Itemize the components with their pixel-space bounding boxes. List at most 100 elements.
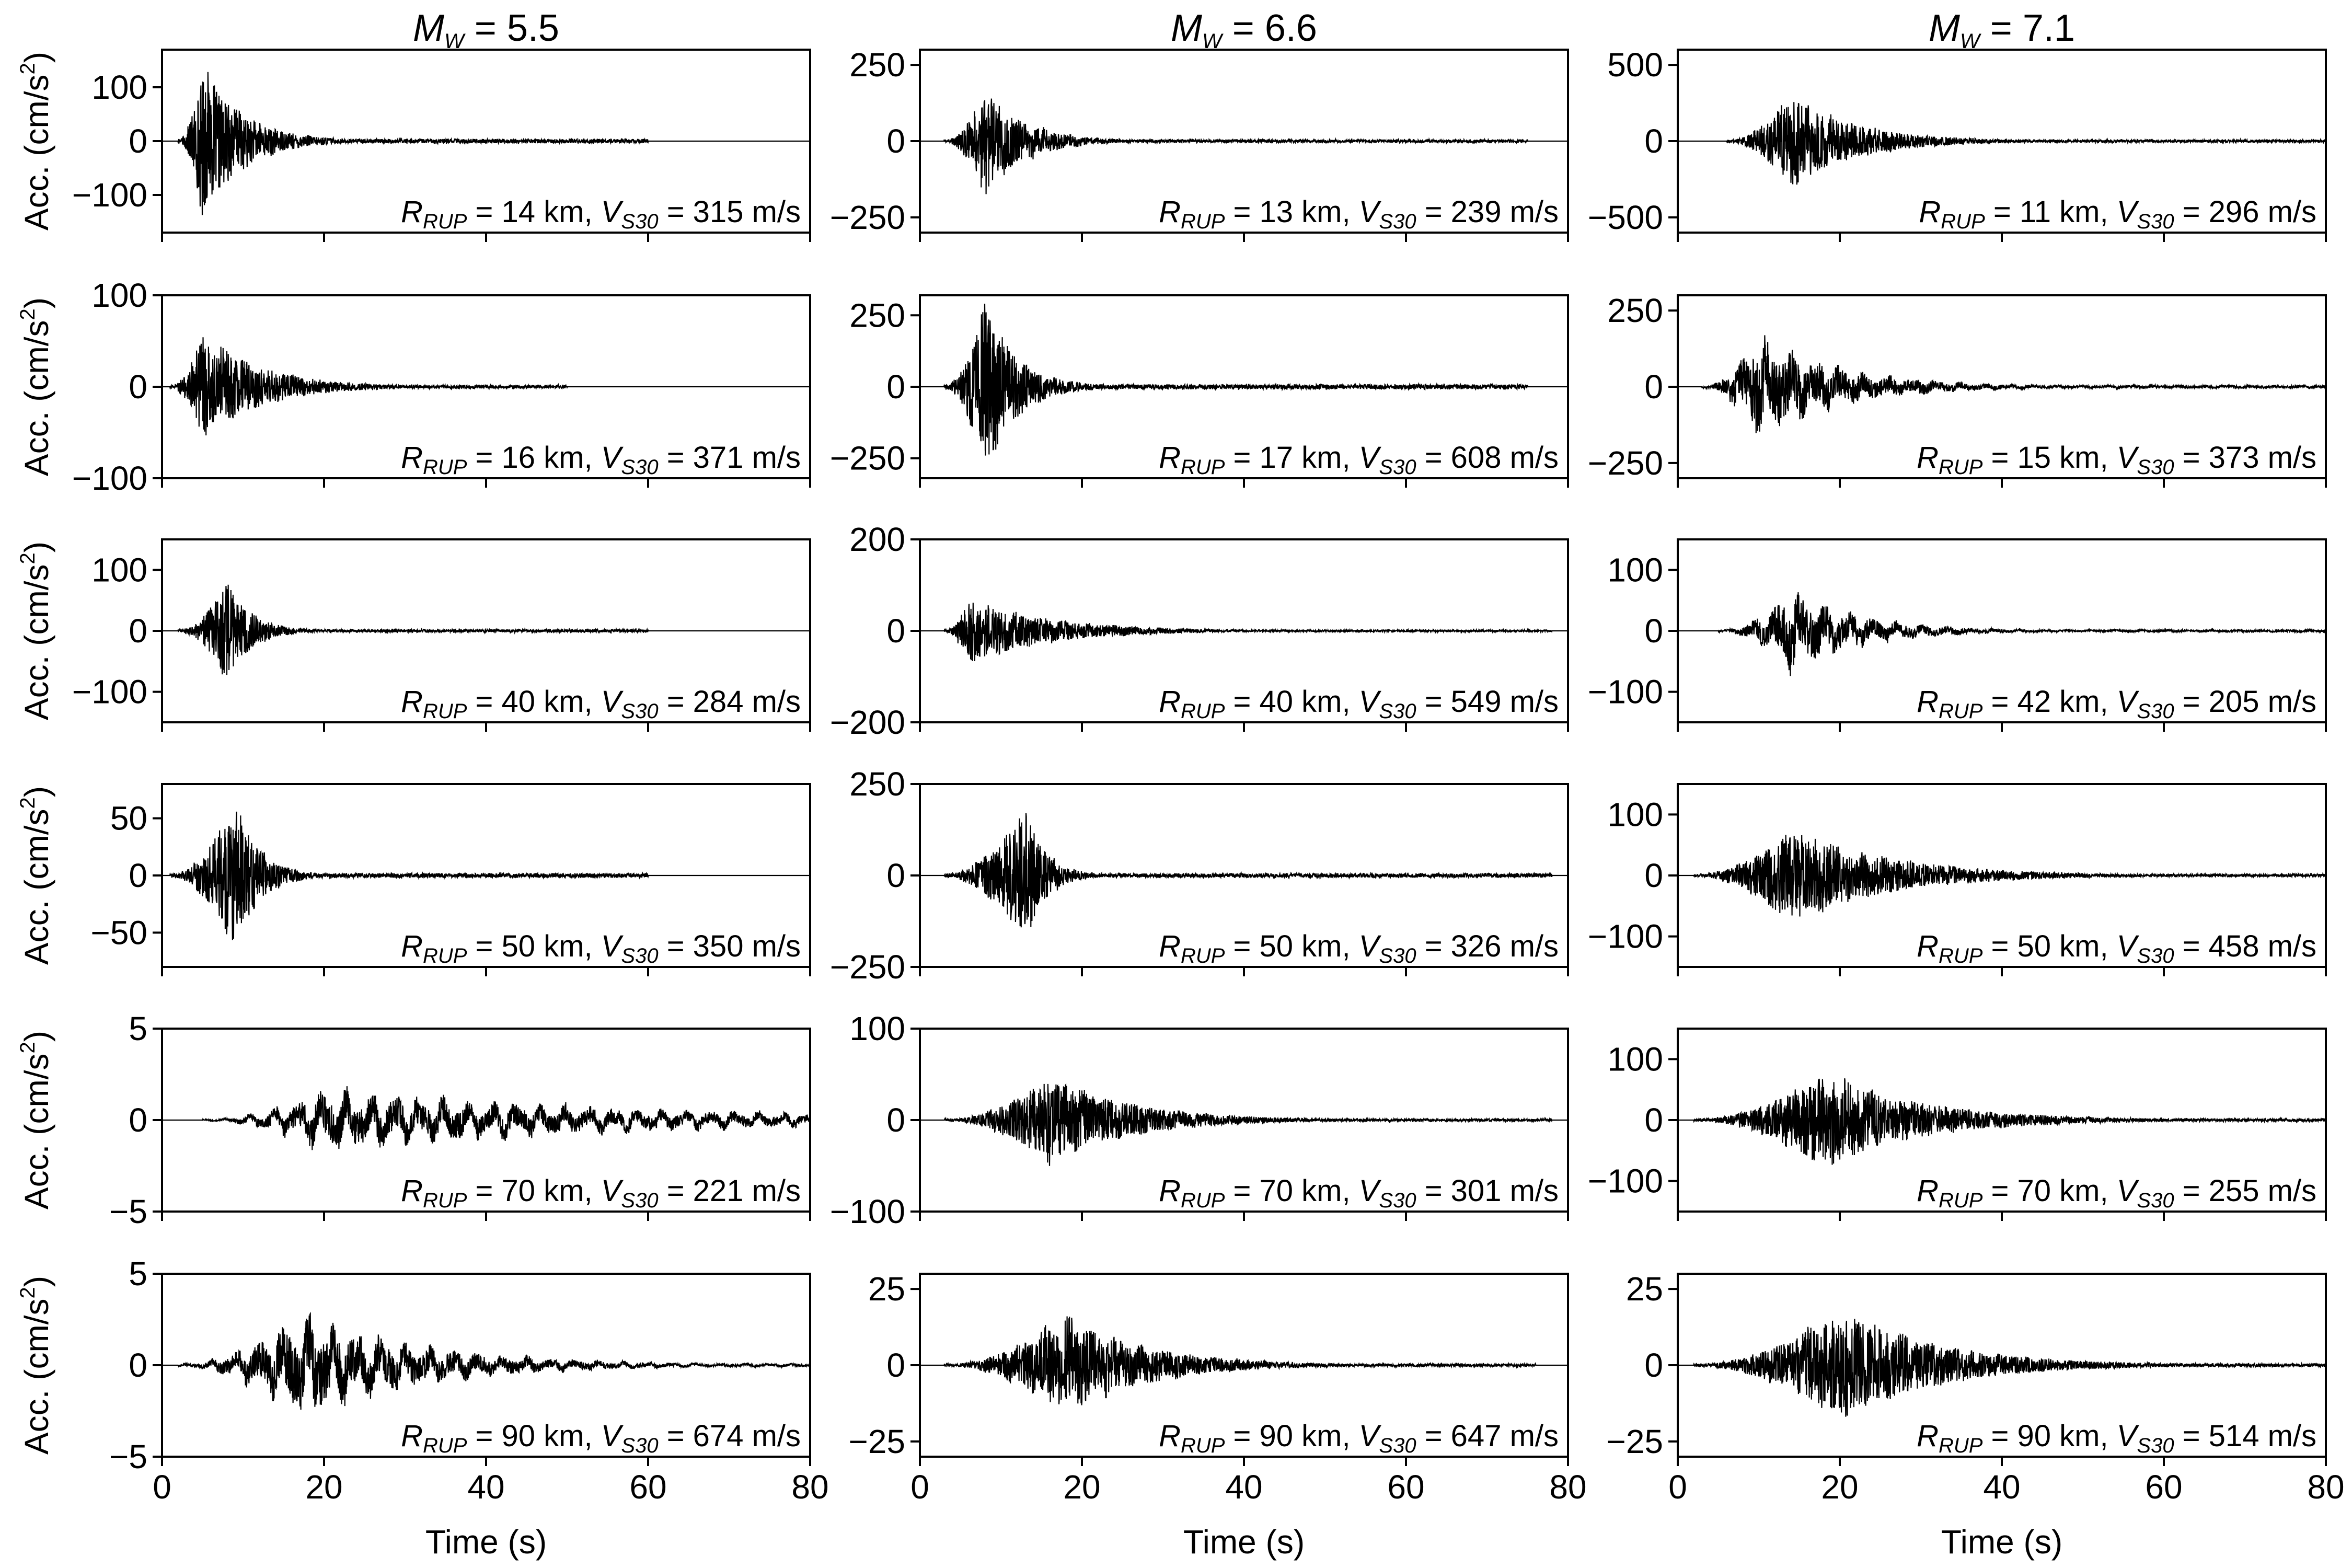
panel-r6c3-waveform xyxy=(1678,1319,2327,1417)
panel-r6c1-xtick-label-2: 40 xyxy=(467,1468,504,1506)
panel-r5c2-ytick-label-1: 0 xyxy=(886,1101,905,1139)
panel-r6c2-annotation: RRUP = 90 km, VS30 = 647 m/s xyxy=(1159,1419,1559,1457)
panel-r4c2-annotation: RRUP = 50 km, VS30 = 326 m/s xyxy=(1159,929,1559,967)
panel-r2c1-annotation: RRUP = 16 km, VS30 = 371 m/s xyxy=(401,441,801,479)
panel-r5c1-ytick-label-1: 0 xyxy=(129,1101,147,1139)
panel-r5c3-waveform xyxy=(1678,1078,2327,1165)
panel-r4c3-ytick-label-1: 0 xyxy=(1644,857,1663,894)
panel-r2c1-ytick-label-0: 100 xyxy=(91,276,147,314)
panel-r4c3-waveform xyxy=(1678,835,2326,917)
panel-r3c3-ytick-label-0: 100 xyxy=(1607,551,1663,589)
panel-r4c2-ytick-label-2: −250 xyxy=(830,948,905,986)
panel-r6c3-ytick-label-2: −25 xyxy=(1606,1423,1663,1460)
panel-r3c3-annotation: RRUP = 42 km, VS30 = 205 m/s xyxy=(1917,685,2316,723)
panel-r6c1-xlabel: Time (s) xyxy=(425,1523,547,1561)
panel-r3c2-annotation: RRUP = 40 km, VS30 = 549 m/s xyxy=(1159,685,1559,723)
panel-r1c3-annotation: RRUP = 11 km, VS30 = 296 m/s xyxy=(1919,195,2316,233)
panel-r2c3-annotation: RRUP = 15 km, VS30 = 373 m/s xyxy=(1917,441,2316,479)
panel-r2c2-ytick-label-0: 250 xyxy=(849,296,905,334)
panel-r6c3-ytick-label-0: 25 xyxy=(1626,1270,1663,1308)
panel-r4c1-annotation: RRUP = 50 km, VS30 = 350 m/s xyxy=(401,929,801,967)
panel-r1c2-waveform xyxy=(920,98,1568,194)
panel-r2c1-waveform xyxy=(162,337,810,436)
panel-r5c1-waveform xyxy=(162,1086,811,1150)
panel-r6c3-ytick-label-1: 0 xyxy=(1644,1346,1663,1384)
panel-r6c2-ytick-label-1: 0 xyxy=(886,1346,905,1384)
column-title-2: MW = 6.6 xyxy=(1171,7,1317,53)
panel-r1c2-annotation: RRUP = 13 km, VS30 = 239 m/s xyxy=(1159,195,1559,233)
panel-r1c1-ylabel: Acc. (cm/s2) xyxy=(16,52,55,230)
panel-r2c2-waveform xyxy=(920,303,1568,456)
panel-r4c2-waveform xyxy=(920,813,1568,928)
panel-r1c1-ytick-label-2: −100 xyxy=(72,176,147,214)
panel-r2c1-ytick-label-2: −100 xyxy=(72,459,147,497)
panel-r6c1-xtick-label-4: 80 xyxy=(791,1468,828,1506)
panel-r6c2-xtick-label-2: 40 xyxy=(1225,1468,1262,1506)
panel-r4c1-ytick-label-1: 0 xyxy=(129,857,147,894)
panel-r6c2-xlabel: Time (s) xyxy=(1183,1523,1305,1561)
panel-r3c1-ylabel: Acc. (cm/s2) xyxy=(16,541,55,720)
panel-r3c3-waveform xyxy=(1678,592,2326,676)
panel-r6c3-xtick-label-4: 80 xyxy=(2307,1468,2344,1506)
panel-r5c3-annotation: RRUP = 70 km, VS30 = 255 m/s xyxy=(1917,1174,2316,1212)
panel-r5c2-annotation: RRUP = 70 km, VS30 = 301 m/s xyxy=(1159,1174,1559,1212)
panel-r2c2-ytick-label-2: −250 xyxy=(830,440,905,477)
panel-r3c3-ytick-label-1: 0 xyxy=(1644,612,1663,650)
panel-r3c3-ytick-label-2: −100 xyxy=(1588,673,1663,711)
panel-r1c1-ytick-label-0: 100 xyxy=(91,68,147,106)
panel-r1c2-ytick-label-0: 250 xyxy=(849,46,905,84)
panel-r3c1-annotation: RRUP = 40 km, VS30 = 284 m/s xyxy=(401,685,801,723)
panel-r5c1-ylabel: Acc. (cm/s2) xyxy=(16,1031,55,1209)
panel-r6c2-xtick-label-1: 20 xyxy=(1063,1468,1100,1506)
panel-r6c3-annotation: RRUP = 90 km, VS30 = 514 m/s xyxy=(1917,1419,2316,1457)
panel-r3c2-ytick-label-2: −200 xyxy=(830,704,905,741)
panel-r4c1-ylabel: Acc. (cm/s2) xyxy=(16,786,55,965)
panel-r6c1-ylabel: Acc. (cm/s2) xyxy=(16,1276,55,1455)
panel-r4c2-ytick-label-1: 0 xyxy=(886,857,905,894)
panel-r6c1-ytick-label-0: 5 xyxy=(129,1255,147,1293)
panel-r5c2-waveform xyxy=(920,1083,1568,1166)
panel-r6c1-annotation: RRUP = 90 km, VS30 = 674 m/s xyxy=(401,1419,801,1457)
panel-r5c3-ytick-label-2: −100 xyxy=(1588,1162,1663,1200)
panel-r6c1-xtick-label-0: 0 xyxy=(153,1468,171,1506)
panel-r3c1-ytick-label-0: 100 xyxy=(91,551,147,589)
panel-r3c2-ytick-label-1: 0 xyxy=(886,612,905,650)
panel-r1c1-waveform xyxy=(162,72,810,215)
panel-r1c3-waveform xyxy=(1678,102,2327,185)
panel-r3c1-ytick-label-1: 0 xyxy=(129,612,147,650)
panel-r3c1-ytick-label-2: −100 xyxy=(72,673,147,711)
panel-r6c2-ytick-label-0: 25 xyxy=(868,1270,905,1308)
column-title-1: MW = 5.5 xyxy=(413,7,559,53)
panel-r1c2-ytick-label-2: −250 xyxy=(830,199,905,236)
panel-r6c3-xtick-label-1: 20 xyxy=(1821,1468,1858,1506)
panel-r1c1-ytick-label-1: 0 xyxy=(129,122,147,160)
panel-r2c2-annotation: RRUP = 17 km, VS30 = 608 m/s xyxy=(1159,441,1559,479)
panel-r4c1-ytick-label-2: −50 xyxy=(90,914,147,951)
panel-r2c1-ylabel: Acc. (cm/s2) xyxy=(16,297,55,476)
panel-r1c3-ytick-label-1: 0 xyxy=(1644,122,1663,160)
panel-r2c3-ytick-label-2: −250 xyxy=(1588,444,1663,482)
panel-r3c2-ytick-label-0: 200 xyxy=(849,521,905,558)
panel-r5c1-ytick-label-0: 5 xyxy=(129,1010,147,1047)
panel-r6c2-xtick-label-4: 80 xyxy=(1549,1468,1586,1506)
panel-r1c3-ytick-label-0: 500 xyxy=(1607,46,1663,84)
panel-r2c3-ytick-label-1: 0 xyxy=(1644,368,1663,406)
panel-r4c2-ytick-label-0: 250 xyxy=(849,765,905,803)
panel-r6c1-ytick-label-2: −5 xyxy=(109,1438,147,1475)
panel-r6c3-xtick-label-3: 60 xyxy=(2145,1468,2182,1506)
panel-r1c2-ytick-label-1: 0 xyxy=(886,122,905,160)
panel-r6c2-xtick-label-0: 0 xyxy=(910,1468,929,1506)
panel-r6c2-xtick-label-3: 60 xyxy=(1387,1468,1424,1506)
panel-r6c3-xtick-label-0: 0 xyxy=(1668,1468,1687,1506)
column-title-3: MW = 7.1 xyxy=(1929,7,2075,53)
panel-r5c2-ytick-label-2: −100 xyxy=(830,1193,905,1230)
panel-r1c3-ytick-label-2: −500 xyxy=(1588,199,1663,236)
panel-r4c1-ytick-label-0: 50 xyxy=(110,800,147,837)
panel-r6c2-waveform xyxy=(920,1316,1568,1405)
panel-r5c3-ytick-label-1: 0 xyxy=(1644,1101,1663,1139)
panel-r3c1-waveform xyxy=(162,584,810,675)
panel-r6c3-xtick-label-2: 40 xyxy=(1983,1468,2020,1506)
panel-r3c2-waveform xyxy=(920,603,1568,662)
panel-r4c1-waveform xyxy=(162,811,810,940)
